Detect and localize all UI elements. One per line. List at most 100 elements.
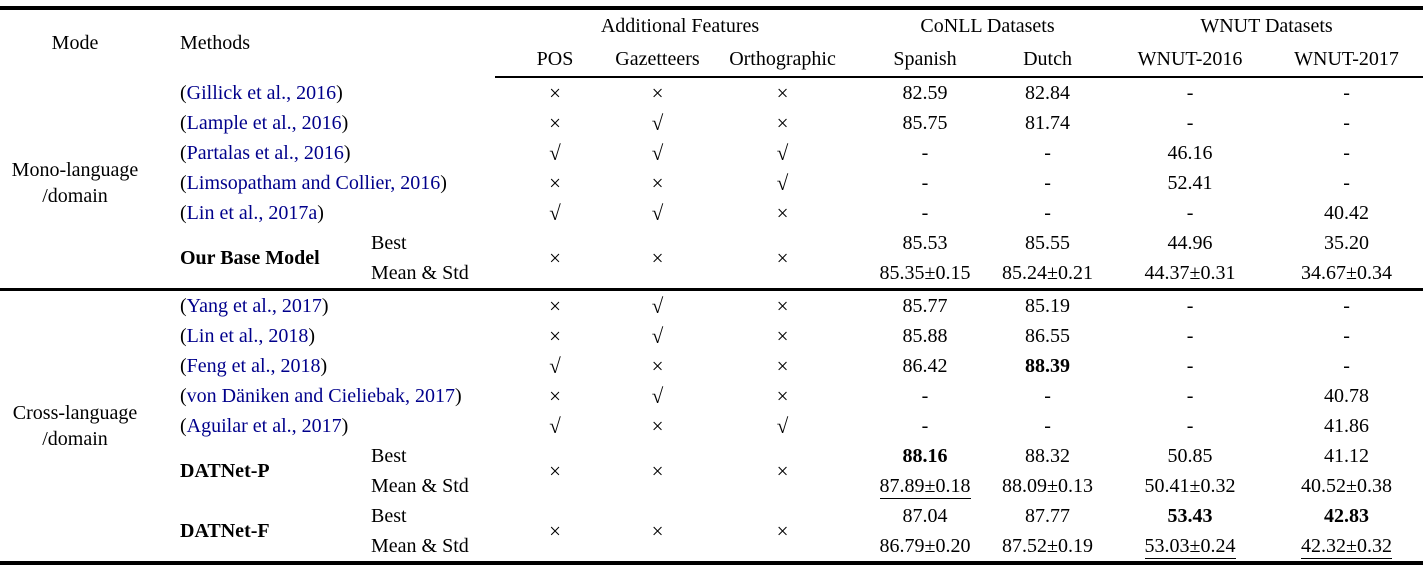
score-cell-wnut-2017: 40.42 [1270, 198, 1423, 228]
score-cell-spanish: 85.88 [865, 321, 985, 351]
score-cell-wnut-2016: - [1110, 411, 1270, 441]
score-cell-wnut-2016: - [1110, 77, 1270, 108]
feature-mark-orthographic: × [776, 519, 789, 543]
score-cell-dutch: 85.24±0.21 [985, 258, 1110, 290]
score-value: 87.77 [1025, 505, 1071, 527]
citation-paren-close: ) [341, 112, 349, 134]
score-cell-wnut-2016: 46.16 [1110, 138, 1270, 168]
citation-paren-open: ( [180, 202, 187, 224]
feature-mark-pos: × [549, 171, 561, 195]
table-row: Cross-language/domain (Yang et al., 2017)… [0, 288, 1423, 563]
score-value: - [1343, 355, 1350, 377]
score-value: 86.42 [902, 355, 948, 377]
score-cell-wnut-2017: - [1270, 77, 1423, 108]
column-header-gazetteers: Gazetteers [615, 43, 700, 78]
feature-mark-pos: × [549, 384, 561, 408]
score-value: 53.03±0.24 [1144, 535, 1236, 559]
mode-label-line: /domain [42, 184, 108, 207]
score-value: 44.37±0.31 [1144, 262, 1236, 284]
citation-link[interactable]: Yang et al., 2017 [186, 295, 322, 317]
feature-mark-gazetteers: √ [651, 111, 664, 135]
score-value: 85.77 [902, 295, 948, 317]
citation-link[interactable]: Partalas et al., 2016 [186, 142, 344, 164]
score-value: - [1186, 82, 1194, 104]
score-cell-dutch: - [985, 381, 1110, 411]
score-value: - [1044, 415, 1051, 437]
table-row: Mean & Std 86.79±0.20 87.52±0.19 53.03±0.24… [0, 531, 1423, 563]
feature-mark-pos: × [549, 246, 561, 270]
score-value: 87.04 [902, 505, 948, 527]
score-value: 35.20 [1324, 232, 1370, 254]
feature-mark-gazetteers: × [651, 246, 664, 270]
header-sub-row: POS Gazetteers Orthographic Spanish Dutc… [0, 43, 1423, 78]
score-value: 85.19 [1025, 295, 1071, 317]
citation-link[interactable]: Lin et al., 2018 [186, 325, 309, 347]
score-value: - [1044, 142, 1051, 164]
feature-mark-orthographic: × [776, 354, 789, 378]
stat-row-label-mean-std: Mean & Std [371, 475, 469, 497]
score-cell-wnut-2017: 41.86 [1270, 411, 1423, 441]
citation-paren-close: ) [320, 355, 328, 377]
score-cell-wnut-2017: 35.20 [1270, 228, 1423, 258]
score-cell-dutch: - [985, 411, 1110, 441]
feature-mark-pos: × [549, 81, 561, 105]
score-value: 40.52±0.38 [1301, 475, 1393, 497]
score-cell-wnut-2016: 44.96 [1110, 228, 1270, 258]
score-value: 42.83 [1324, 505, 1370, 527]
table-row: Our Base Model Best × × × 85.53 85.55 44.96 35.2… [0, 228, 1423, 270]
mode-cell: Mono-language/domain [0, 77, 150, 290]
mode-label-line: Mono-language [11, 158, 139, 181]
citation-paren-open: ( [180, 385, 187, 407]
citation-link[interactable]: Lample et al., 2016 [186, 112, 342, 134]
feature-mark-orthographic: × [776, 111, 789, 135]
score-cell-spanish: - [865, 138, 985, 168]
score-cell-wnut-2016: - [1110, 321, 1270, 351]
method-cell: (Gillick et al., 2016) [150, 77, 495, 108]
score-cell-wnut-2016: 44.37±0.31 [1110, 258, 1270, 290]
score-cell-dutch: - [985, 198, 1110, 228]
citation-link[interactable]: Limsopatham and Collier, 2016 [186, 172, 441, 194]
table-row: (Partalas et al., 2016) √ √ √ - - 46.16 - [0, 138, 1423, 168]
citation-link[interactable]: Aguilar et al., 2017 [186, 415, 342, 437]
score-cell-wnut-2017: 40.52±0.38 [1270, 471, 1423, 501]
score-cell-dutch: - [985, 138, 1110, 168]
citation-paren-open: ( [180, 415, 187, 437]
group-header-conll-datasets: CoNLL Datasets [920, 15, 1055, 37]
score-value: - [921, 385, 929, 407]
score-value: - [921, 415, 929, 437]
citation-link[interactable]: Feng et al., 2018 [186, 355, 321, 377]
table-row: (Limsopatham and Collier, 2016) × × √ - - 52.4… [0, 168, 1423, 198]
score-value: 34.67±0.34 [1301, 262, 1393, 284]
score-value: - [1343, 82, 1350, 104]
score-cell-spanish: 85.77 [865, 288, 986, 321]
score-value: - [921, 142, 929, 164]
table-row: (von Däniken and Cieliebak, 2017) × √ × - - - 4… [0, 381, 1423, 411]
score-value: 85.35±0.15 [879, 262, 971, 284]
table-row: Mono-language/domain (Gillick et al., 201… [0, 77, 1423, 207]
score-cell-spanish: 86.42 [865, 351, 985, 381]
score-cell-wnut-2017: 40.78 [1270, 381, 1423, 411]
feature-mark-gazetteers: × [651, 519, 664, 543]
score-value: 41.86 [1324, 415, 1370, 437]
table-row: (Aguilar et al., 2017) √ × √ - - - 41.86 [0, 411, 1423, 441]
citation-link[interactable]: von Däniken and Cieliebak, 2017 [186, 385, 455, 407]
citation-link[interactable]: Gillick et al., 2016 [186, 81, 337, 104]
score-cell-wnut-2016: - [1110, 198, 1270, 228]
score-cell-wnut-2017: - [1270, 108, 1423, 138]
citation-paren-close: ) [454, 385, 462, 407]
table-row: (Feng et al., 2018) √ × × 86.42 88.39 - - [0, 351, 1423, 381]
score-value: 88.32 [1025, 445, 1071, 467]
score-value: - [1343, 295, 1350, 317]
citation-link[interactable]: Lin et al., 2017a [186, 202, 318, 224]
table-row: (Lample et al., 2016) × √ × 85.75 81.74 - - [0, 108, 1423, 138]
score-value: 50.85 [1167, 445, 1213, 467]
feature-mark-gazetteers: × [651, 171, 664, 195]
score-cell-wnut-2017: 42.32±0.32 [1270, 531, 1423, 563]
table-row: (Lin et al., 2018) × √ × 85.88 86.55 - - [0, 321, 1423, 351]
model-name: DATNet-F [180, 520, 270, 542]
score-cell-wnut-2016: - [1110, 351, 1270, 381]
feature-mark-gazetteers: × [651, 459, 664, 483]
table-row: Mean & Std 87.89±0.18 88.09±0.13 50.41±0.32… [0, 471, 1423, 501]
method-cell: (Aguilar et al., 2017) [150, 411, 495, 441]
citation-paren-close: ) [440, 172, 447, 194]
